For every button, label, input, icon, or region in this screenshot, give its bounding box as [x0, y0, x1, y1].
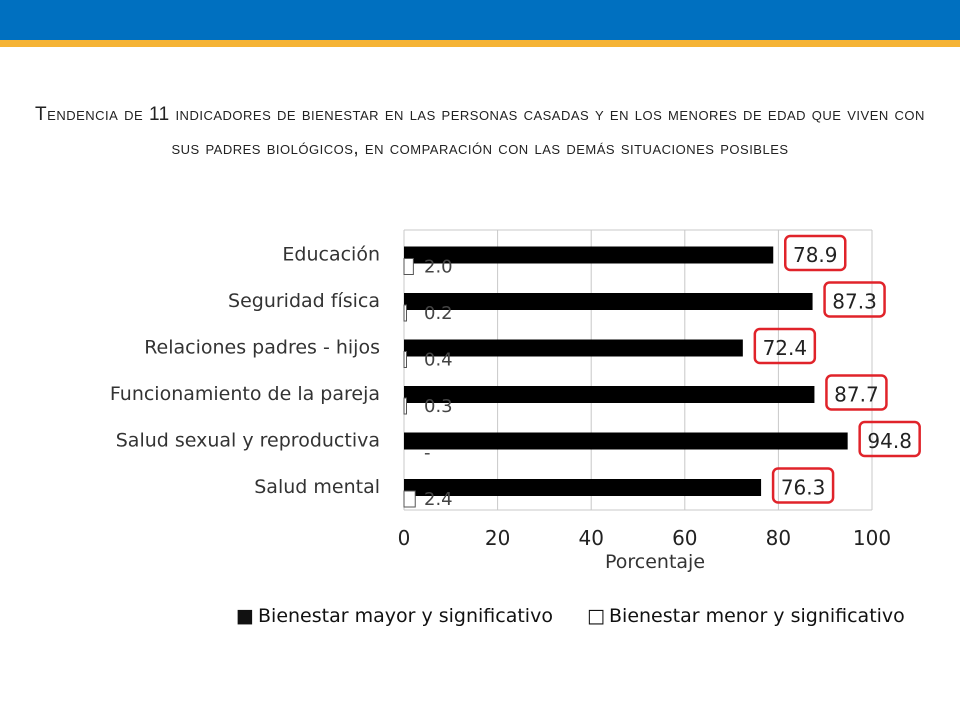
- value-highlight-box: [825, 374, 888, 411]
- x-tick-label: 0: [398, 526, 411, 550]
- value-label: 72.4: [763, 336, 808, 360]
- value-label: 87.3: [832, 290, 877, 314]
- x-tick-label: 20: [485, 526, 510, 550]
- category-label: Funcionamiento de la pareja: [110, 383, 380, 405]
- minor-value-label: 0.2: [424, 303, 453, 324]
- header-bar: [0, 0, 960, 40]
- x-tick-label: 80: [766, 526, 791, 550]
- bar-minor: [403, 397, 407, 415]
- value-label: 78.9: [793, 243, 838, 267]
- value-highlight-box: [753, 327, 817, 365]
- value-label: 87.7: [834, 383, 879, 407]
- minor-value-label: 2.0: [424, 257, 453, 278]
- value-highlight-box: [784, 234, 847, 272]
- category-labels: Educación Seguridad física Relaciones padr…: [110, 244, 380, 499]
- minor-value-label: 2.4: [424, 489, 453, 510]
- bar-minor: [403, 304, 407, 322]
- legend-marker-minor: □: [587, 605, 605, 627]
- category-label: Salud mental: [254, 476, 380, 498]
- value-label: 94.8: [867, 429, 912, 453]
- x-axis-title: Porcentaje: [605, 551, 705, 573]
- value-highlight-box: [858, 420, 921, 458]
- category-label: Salud sexual y reproductiva: [116, 430, 380, 452]
- x-axis-ticks: 0 20 40 60 80 100: [398, 526, 891, 550]
- value-highlight-box: [823, 281, 886, 318]
- grid-lines: [403, 229, 873, 511]
- header-stripe: [0, 40, 960, 47]
- minor-value-label: -: [424, 443, 431, 464]
- bar-major: [404, 293, 813, 310]
- legend: ■ Bienestar mayor y significativo □ Bienest…: [236, 605, 905, 627]
- legend-label-major: Bienestar mayor y significativo: [258, 605, 553, 627]
- bar-minor: [403, 258, 414, 275]
- x-tick-label: 60: [672, 526, 697, 550]
- x-tick-label: 40: [578, 526, 603, 550]
- value-highlight-box: [771, 467, 835, 504]
- bar-minor: [403, 351, 407, 368]
- minor-value-label: 0.3: [424, 396, 453, 417]
- minor-series: 2.0 0.2 0.4 0.3 - 2.4: [403, 257, 453, 510]
- bar-major: [404, 479, 762, 496]
- value-label: 76.3: [781, 476, 826, 500]
- legend-label-minor: Bienestar menor y significativo: [609, 605, 905, 627]
- bars: 78.9 87.3 72.4 87.7 94.8 76.3: [404, 234, 921, 504]
- bar-major: [404, 432, 848, 450]
- slide-title: Tendencia de 11 indicadores de bienestar…: [35, 104, 925, 159]
- category-label: Educación: [282, 244, 380, 266]
- bar-minor: [403, 490, 416, 508]
- legend-marker-major: ■: [236, 605, 254, 627]
- category-label: Seguridad física: [228, 290, 380, 312]
- bar-major: [404, 386, 815, 403]
- x-tick-label: 100: [853, 526, 891, 550]
- minor-value-label: 0.4: [424, 350, 453, 371]
- bar-major: [404, 339, 743, 357]
- bar-major: [404, 246, 774, 264]
- category-label: Relaciones padres - hijos: [144, 337, 380, 359]
